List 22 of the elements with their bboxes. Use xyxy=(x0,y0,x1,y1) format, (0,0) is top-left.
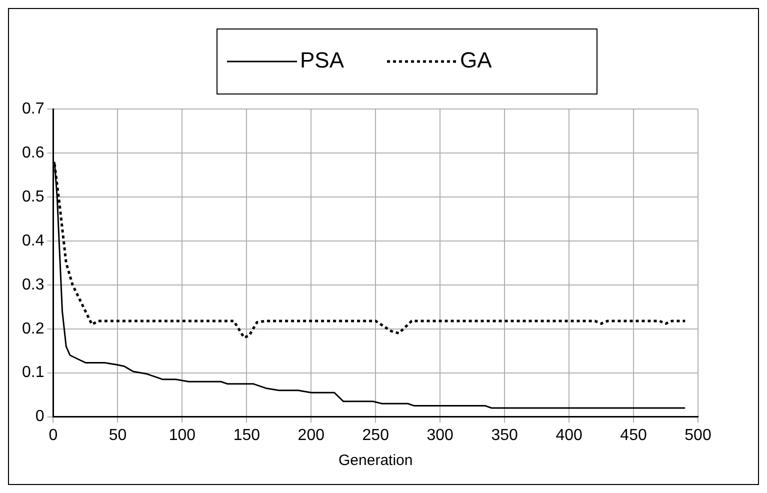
y-tick-label: 0.1 xyxy=(22,364,44,382)
x-tick-label: 200 xyxy=(298,426,325,444)
y-tick-label: 0.4 xyxy=(22,232,44,250)
y-tick-label: 0.2 xyxy=(22,320,44,338)
x-tick-label: 150 xyxy=(233,426,260,444)
y-tick-label: 0.5 xyxy=(22,188,44,206)
x-tick-label: 50 xyxy=(108,426,127,444)
x-tick-label: 250 xyxy=(362,426,390,444)
y-tick-label: 0.7 xyxy=(22,100,44,118)
x-tick-label: 350 xyxy=(491,426,518,444)
y-tick-label: 0 xyxy=(35,408,44,426)
y-tick-label: 0.6 xyxy=(22,144,44,162)
x-tick-label: 100 xyxy=(168,426,196,444)
legend-label: GA xyxy=(460,48,492,73)
x-tick-label: 500 xyxy=(684,426,712,444)
x-tick-label: 450 xyxy=(620,426,647,444)
x-tick-label: 300 xyxy=(426,426,454,444)
x-tick-label: 400 xyxy=(556,426,582,444)
legend-label: PSA xyxy=(300,48,344,73)
x-tick-label: 0 xyxy=(48,426,58,444)
x-axis-title: Generation xyxy=(338,452,413,470)
y-tick-label: 0.3 xyxy=(22,276,44,294)
